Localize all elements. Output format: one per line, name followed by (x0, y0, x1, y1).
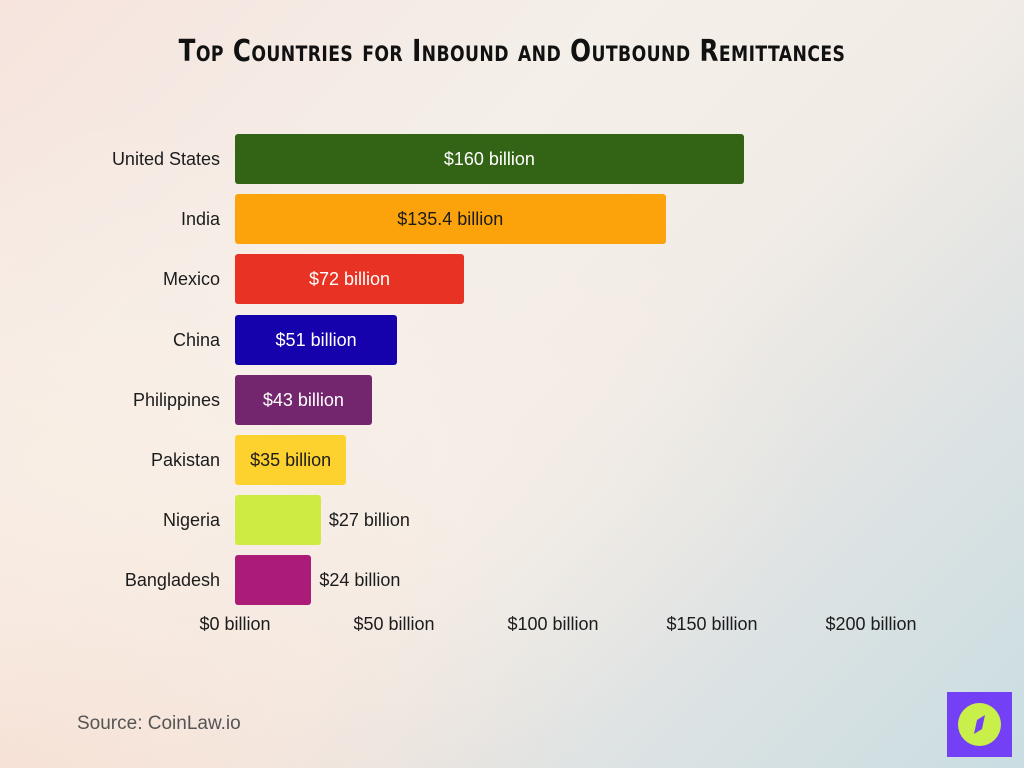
category-label: Mexico (162, 269, 220, 290)
value-label: $160 billion (443, 149, 535, 169)
bar (235, 555, 312, 606)
value-label: $24 billion (319, 570, 401, 591)
x-tick-label: $100 billion (507, 614, 599, 634)
bar-row: Nigeria $27 billion (0, 495, 1024, 546)
category-label: Pakistan (150, 450, 220, 470)
bar-row: Bangladesh $24 billion (0, 555, 1024, 606)
value-label: $27 billion (328, 510, 410, 531)
logo (947, 692, 1012, 757)
x-tick-label: $50 billion (353, 614, 435, 634)
value-label: $35 billion (250, 450, 332, 470)
bar (235, 495, 321, 546)
source-note: Source: CoinLaw.io (77, 713, 241, 734)
value-label: $51 billion (275, 329, 357, 350)
x-tick-label: $200 billion (825, 614, 917, 634)
category-label: Philippines (132, 389, 220, 410)
category-label: Nigeria (162, 510, 220, 531)
value-label: $43 billion (262, 389, 344, 410)
bar (235, 435, 347, 485)
bar (235, 254, 464, 305)
bar-row: China $51 billion (0, 314, 1024, 365)
bar-row: United States $160 billion (0, 134, 1024, 184)
bar-row: Mexico $72 billion (0, 254, 1024, 305)
category-label: United States (111, 149, 220, 169)
x-tick-label: $0 billion (199, 614, 271, 634)
value-label: $72 billion (308, 269, 390, 290)
compass-icon (958, 703, 1001, 746)
bar (235, 134, 744, 184)
bar (235, 314, 398, 365)
category-label: China (172, 329, 220, 350)
category-label: Bangladesh (124, 570, 220, 591)
bar-row: Philippines $43 billion (0, 374, 1024, 425)
x-tick-label: $150 billion (666, 614, 758, 634)
value-label: $135.4 billion (397, 209, 504, 230)
bar-row: Pakistan $35 billion (0, 435, 1024, 485)
category-label: India (180, 209, 220, 230)
bar-row: India $135.4 billion (0, 194, 1024, 245)
bar (235, 194, 666, 245)
bar (235, 374, 372, 425)
chart-title: Top Countries for Inbound and Outbound R… (178, 34, 846, 69)
